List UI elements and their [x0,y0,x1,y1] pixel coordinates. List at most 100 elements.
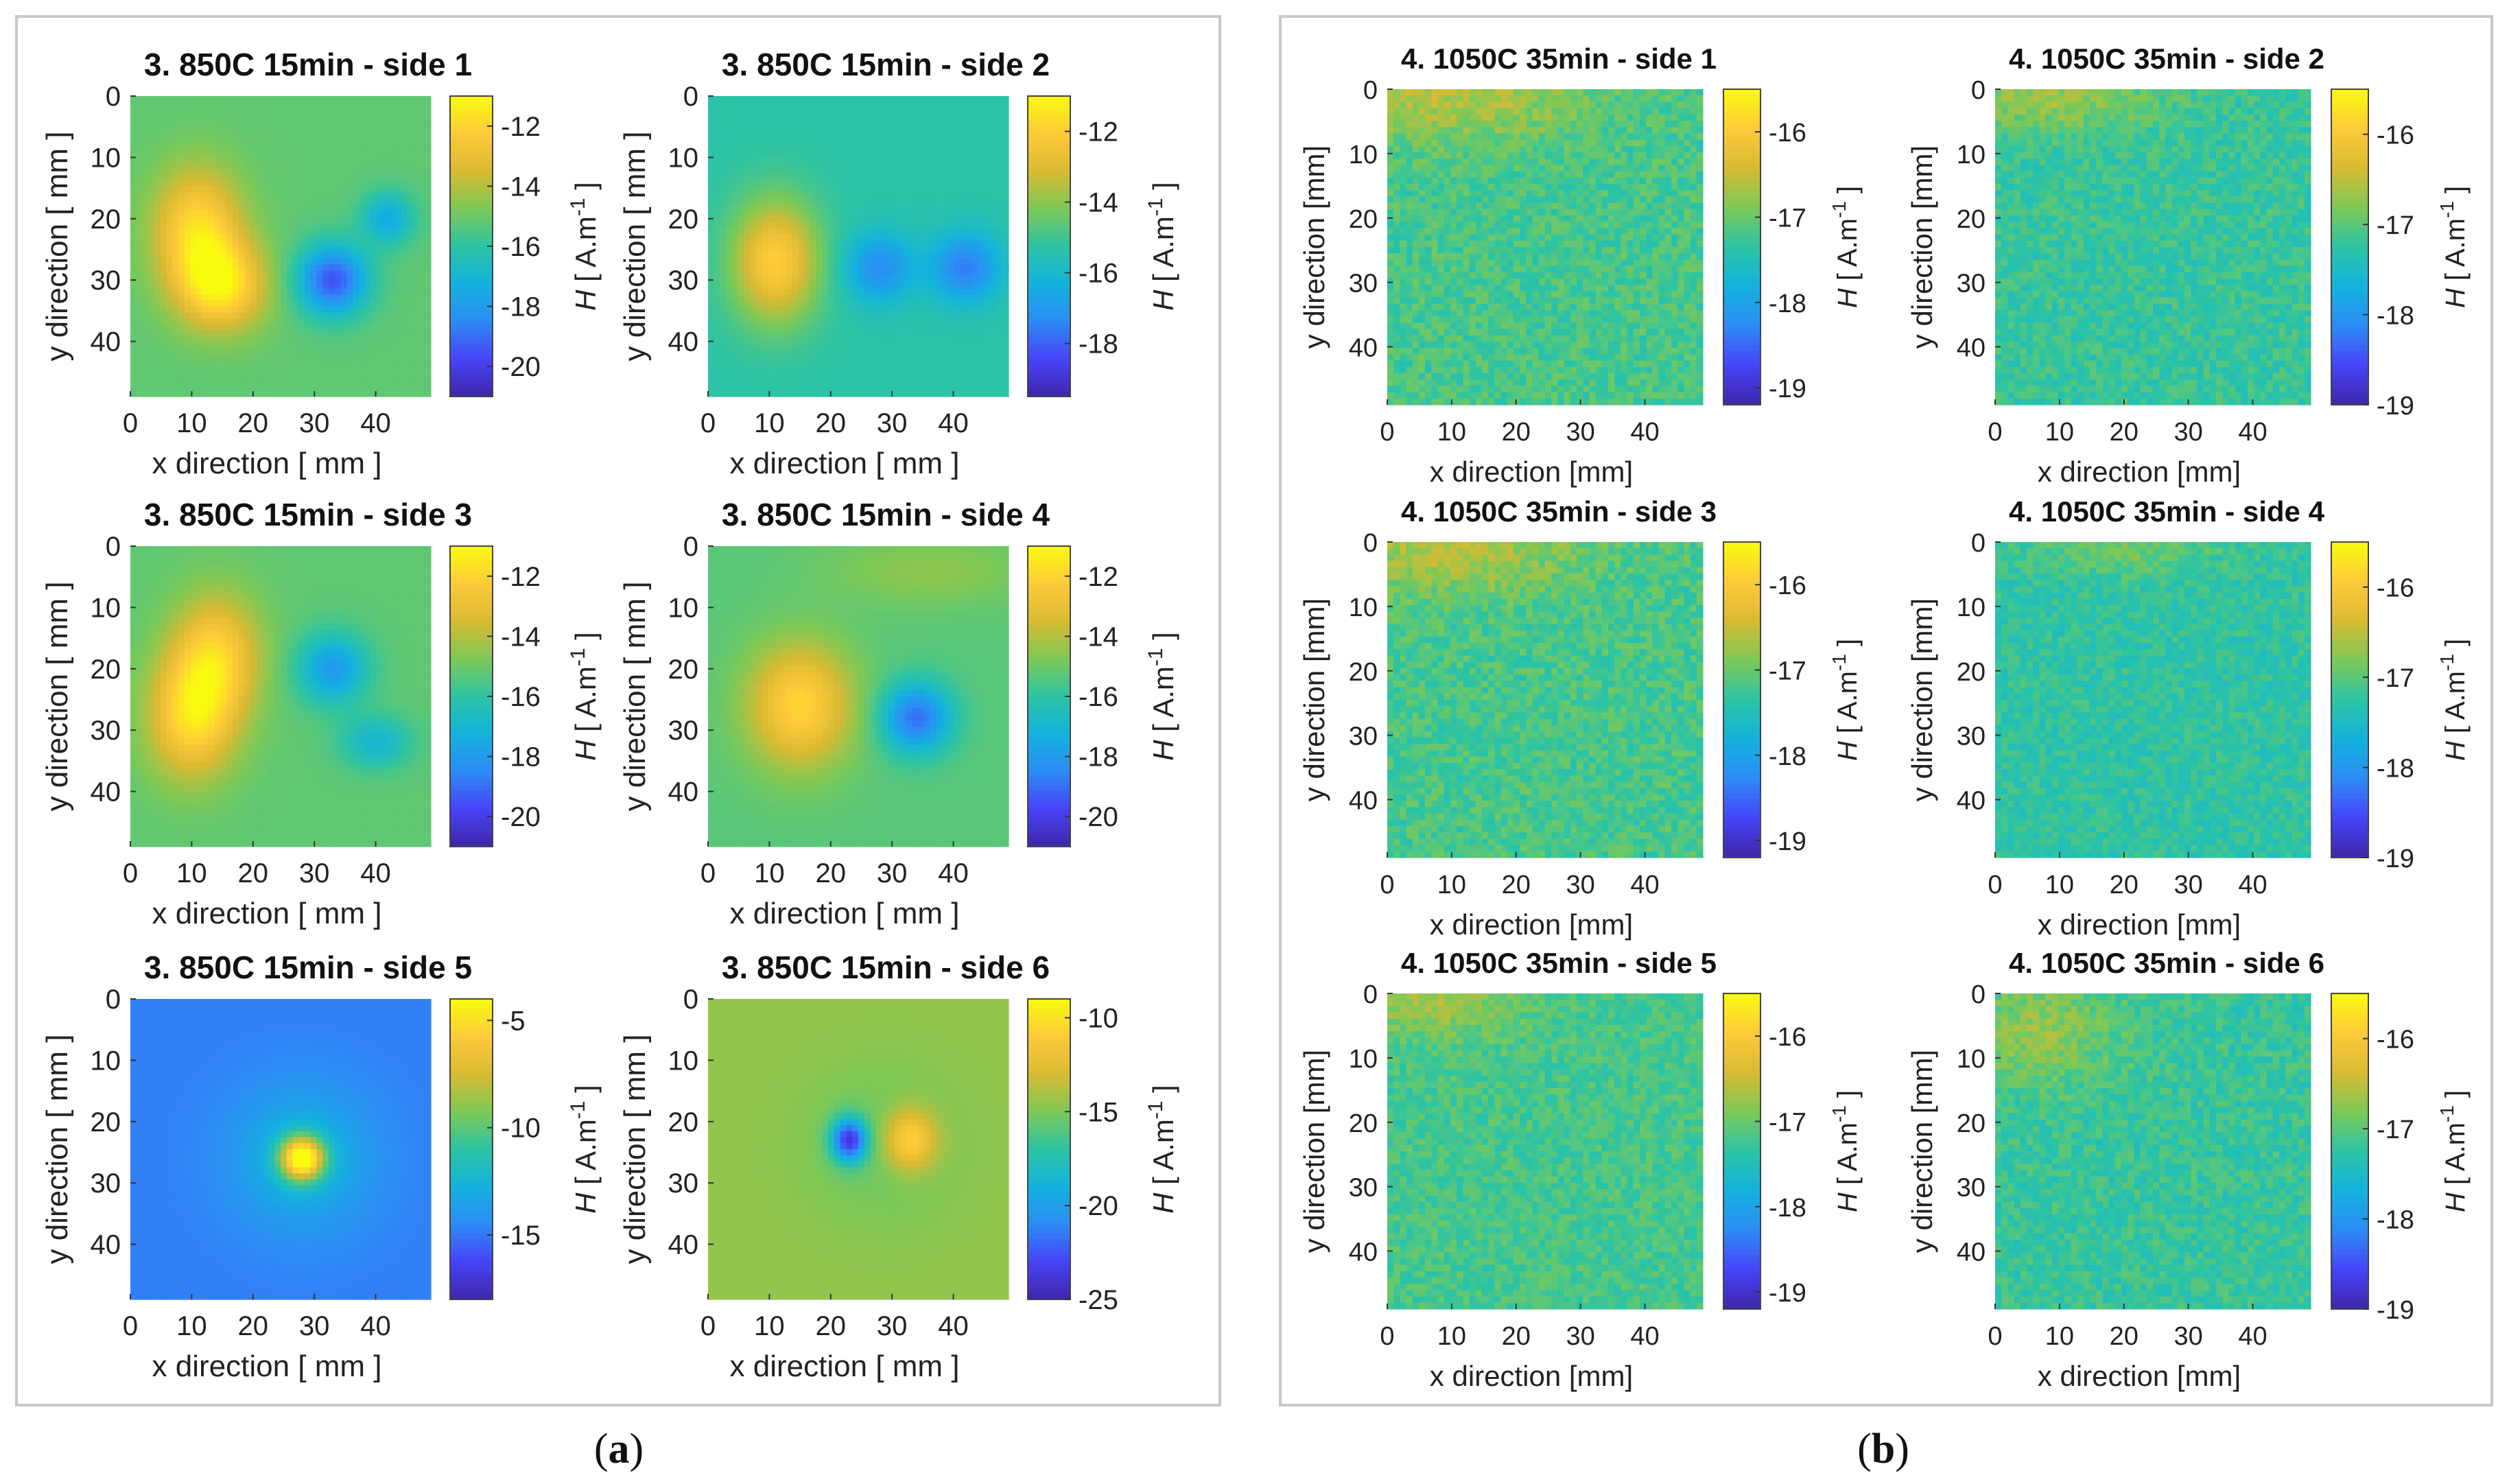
heatmap-cell [419,144,425,150]
heatmap-cell [377,102,383,108]
heatmap-cell [311,144,317,150]
heatmap-cell [425,168,431,174]
heatmap-cell [322,150,329,156]
heatmap-cell [143,120,149,126]
heatmap-cell [401,222,407,228]
heatmap-cell [250,222,257,228]
heatmap-cell [407,120,413,126]
heatmap-cell [353,210,359,216]
heatmap-cell [220,174,226,180]
heatmap-cell [257,162,263,168]
heatmap-cell [419,150,425,156]
heatmap-cell [274,204,281,211]
heatmap-cell [407,210,413,216]
heatmap-cell [172,114,178,120]
heatmap-cell [329,108,335,115]
heatmap-cell [263,144,269,150]
heatmap-cell [154,150,161,156]
heatmap-cell [322,120,329,126]
heatmap-cell [172,180,178,187]
heatmap-cell [317,162,323,168]
heatmap-cell [281,114,287,120]
heatmap-cell [419,168,425,174]
heatmap-cell [383,204,389,211]
heatmap-cell [220,96,226,102]
heatmap-cell [287,180,293,187]
heatmap-cell [263,102,269,108]
heatmap-cell [274,96,281,102]
heatmap-cell [274,198,281,204]
heatmap-cell [154,138,161,144]
heatmap-cell [202,132,209,139]
heatmap-cell [359,150,365,156]
heatmap-cell [329,192,335,198]
heatmap-cell [365,216,371,222]
heatmap-cell [130,222,137,228]
heatmap-cell [196,204,202,211]
heatmap-cell [178,222,185,228]
heatmap-cell [281,120,287,126]
heatmap-cell [389,174,395,180]
heatmap-cell [394,174,401,180]
heatmap-cell [233,168,239,174]
heatmap-cell [365,108,371,115]
heatmap-cell [370,168,377,174]
heatmap-cell [353,192,359,198]
heatmap-cell [239,186,245,192]
heatmap-cell [202,96,209,102]
heatmap-cell [143,102,149,108]
heatmap-cell [215,198,221,204]
heatmap-cell [178,156,185,163]
heatmap-cell [148,102,154,108]
heatmap-cell [370,204,377,211]
heatmap-cell [322,180,329,187]
heatmap-cell [209,204,215,211]
heatmap-cell [154,168,161,174]
heatmap-cell [268,162,274,168]
heatmap-cell [377,96,383,102]
heatmap-cell [268,216,274,222]
heatmap-cell [263,186,269,192]
heatmap-cell [130,204,137,211]
heatmap-cell [196,192,202,198]
heatmap-cell [389,180,395,187]
heatmap-cell [244,222,250,228]
heatmap-cell [407,222,413,228]
heatmap-cell [407,186,413,192]
heatmap-cell [178,174,185,180]
heatmap-cell [274,156,281,163]
heatmap-cell [250,174,257,180]
heatmap-cell [365,180,371,187]
heatmap-cell [250,162,257,168]
heatmap-cell [202,120,209,126]
heatmap-cell [137,186,143,192]
heatmap-cell [377,222,383,228]
heatmap-cell [130,180,137,187]
heatmap-cell [191,144,197,150]
heatmap-cell [419,102,425,108]
heatmap-cell [322,108,329,115]
heatmap-cell [389,216,395,222]
heatmap-cell [257,210,263,216]
heatmap-cell [137,102,143,108]
heatmap-cell [130,126,137,132]
heatmap-cell [317,198,323,204]
heatmap-cell [263,162,269,168]
heatmap-cell [178,198,185,204]
heatmap-cell [377,156,383,163]
heatmap-cell [298,96,305,102]
heatmap-cell [335,192,341,198]
heatmap-cell [317,222,323,228]
heatmap-cell [239,192,245,198]
heatmap-cell [370,198,377,204]
heatmap-cell [353,174,359,180]
heatmap-cell [305,120,311,126]
heatmap-cell [425,138,431,144]
heatmap-cell [154,186,161,192]
heatmap-cell [370,192,377,198]
heatmap-cell [346,198,353,204]
heatmap-cell [407,132,413,139]
heatmap-cell [305,132,311,139]
heatmap-cell [401,204,407,211]
heatmap-cell [178,162,185,168]
